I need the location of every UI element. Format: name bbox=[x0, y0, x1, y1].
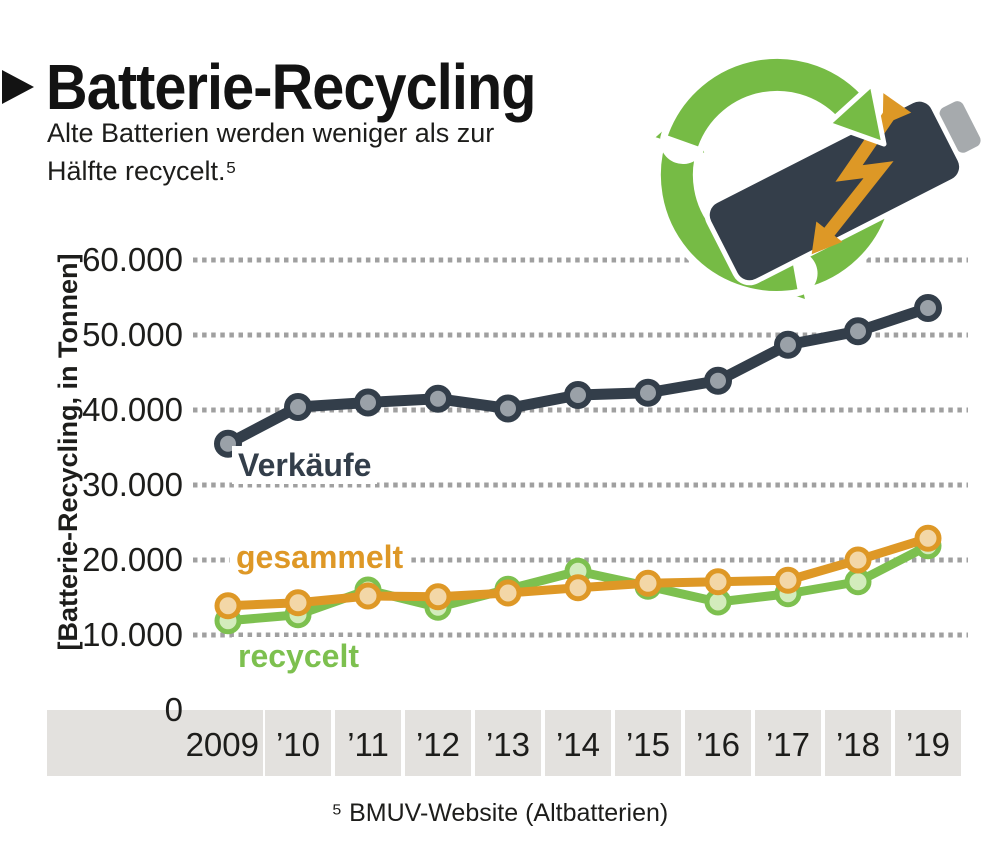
data-point-Verkäufe bbox=[424, 384, 452, 413]
page-title: Batterie-Recycling bbox=[46, 51, 536, 123]
data-point-Verkäufe bbox=[494, 394, 522, 423]
battery-body bbox=[704, 96, 965, 286]
x-tick-cell: ’10 bbox=[265, 710, 331, 776]
title-arrow-icon bbox=[2, 70, 34, 104]
x-tick-cell: ’11 bbox=[335, 710, 401, 776]
recycle-arrow-top bbox=[683, 75, 884, 144]
battery bbox=[704, 93, 985, 286]
data-point-gesammelt bbox=[214, 592, 242, 620]
footnote: ⁵ BMUV-Website (Altbatterien) bbox=[331, 799, 669, 827]
subtitle-line1: Alte Batterien werden weniger als zur bbox=[47, 118, 495, 148]
data-point-gesammelt bbox=[494, 579, 522, 607]
data-point-gesammelt bbox=[284, 589, 312, 617]
x-tick-cell: ’13 bbox=[475, 710, 541, 776]
series-label-gesammelt: gesammelt bbox=[230, 538, 410, 576]
y-axis-title: [Batterie-Recycling, in Tonnen] bbox=[53, 253, 83, 651]
data-point-gesammelt bbox=[424, 583, 452, 611]
x-tick-cell: ’14 bbox=[545, 710, 611, 776]
x-tick-cell: ’17 bbox=[755, 710, 821, 776]
x-tick-cell: ’15 bbox=[615, 710, 681, 776]
battery-recycling-icon bbox=[612, 40, 985, 300]
data-point-Verkäufe bbox=[354, 388, 382, 417]
x-tick-cell: ’19 bbox=[895, 710, 961, 776]
data-point-gesammelt bbox=[844, 546, 872, 574]
subtitle-line2: Hälfte recycelt.⁵ bbox=[47, 156, 237, 186]
data-point-gesammelt bbox=[914, 524, 942, 552]
data-point-gesammelt bbox=[564, 574, 592, 602]
x-tick-cell: 2009 bbox=[47, 710, 263, 776]
data-point-Verkäufe bbox=[774, 330, 802, 359]
data-point-gesammelt bbox=[774, 566, 802, 594]
subtitle: Alte Batterien werden weniger als zur Häl… bbox=[47, 114, 494, 190]
data-point-Verkäufe bbox=[704, 366, 732, 395]
data-point-Verkäufe bbox=[914, 294, 942, 322]
data-point-Verkäufe bbox=[844, 317, 872, 346]
data-point-gesammelt bbox=[354, 582, 382, 610]
x-tick-cell: ’18 bbox=[825, 710, 891, 776]
x-tick-cell: ’12 bbox=[405, 710, 471, 776]
data-point-gesammelt bbox=[634, 569, 662, 597]
series-label-verkaeufe: Verkäufe bbox=[232, 446, 378, 484]
x-tick-cell: ’16 bbox=[685, 710, 751, 776]
data-point-Verkäufe bbox=[284, 393, 312, 421]
data-point-gesammelt bbox=[704, 568, 732, 596]
data-point-Verkäufe bbox=[634, 378, 662, 407]
series-label-recycelt: recycelt bbox=[232, 637, 365, 675]
data-point-Verkäufe bbox=[564, 381, 592, 409]
